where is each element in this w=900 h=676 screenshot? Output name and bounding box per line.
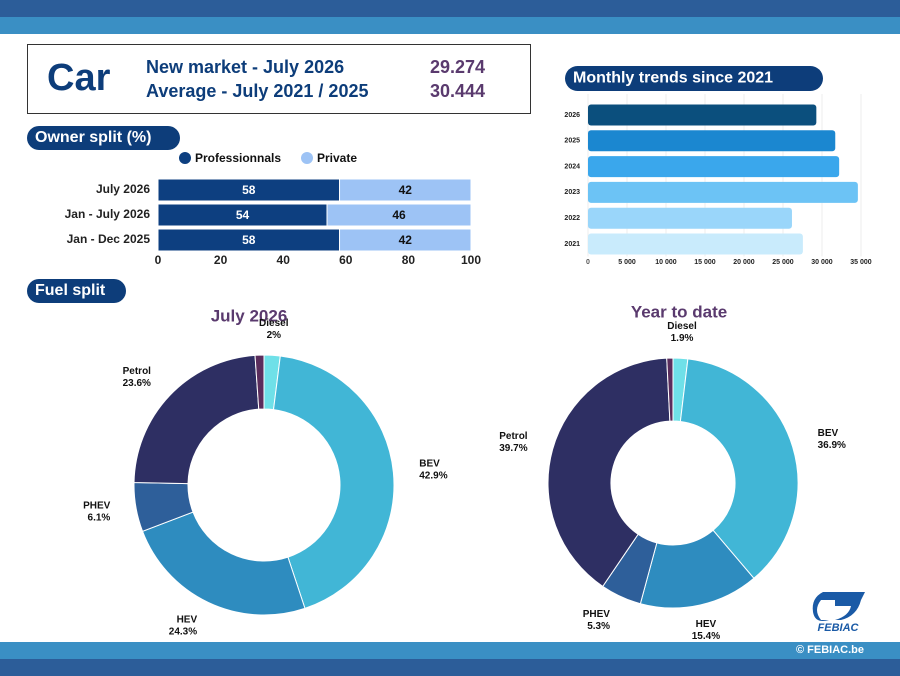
chart-title-pill [27, 126, 180, 150]
donut-slice [272, 355, 395, 610]
data-label: 58 [242, 233, 256, 247]
bottom-band [0, 659, 900, 676]
x-tick-label: 30 000 [811, 259, 833, 266]
x-tick-label: 20 [214, 253, 228, 267]
y-tick-label: 2021 [564, 241, 580, 248]
section-pill [27, 279, 126, 303]
x-tick-label: 10 000 [655, 259, 677, 266]
copyright: © FEBIAC.be [796, 644, 864, 656]
slice-value: 5.3% [587, 621, 610, 632]
bar [588, 233, 803, 255]
chart-title: Owner split (%) [35, 129, 151, 146]
y-tick-label: 2022 [564, 215, 580, 222]
bar [588, 207, 792, 229]
legend-label: Private [317, 151, 357, 165]
bar-segment [326, 203, 472, 227]
donut-slice [133, 354, 260, 485]
x-tick-label: 15 000 [694, 259, 716, 266]
y-tick-label: 2024 [564, 163, 580, 170]
data-label: 42 [399, 233, 413, 247]
slice-value: 15.4% [692, 631, 720, 642]
header-title: Car [47, 57, 111, 99]
legend-swatch [301, 152, 313, 164]
x-tick-label: 40 [277, 253, 291, 267]
chart-title-pill [565, 66, 823, 91]
slice-label: HEV [177, 615, 198, 626]
slice-value: 24.3% [169, 627, 197, 638]
header-box [27, 44, 531, 114]
slice-value: 39.7% [499, 443, 527, 454]
bar-segment [339, 178, 472, 202]
slice-value: 42.9% [419, 470, 447, 481]
data-label: 42 [399, 183, 413, 197]
chart-title: Monthly trends since 2021 [573, 70, 773, 87]
chart-title: Year to date [631, 302, 727, 321]
slice-value: 2% [267, 330, 282, 341]
donut-slice [666, 357, 674, 422]
y-tick-label: 2025 [564, 138, 580, 145]
data-label: 46 [392, 208, 406, 222]
y-tick-label: 2026 [564, 112, 580, 119]
legend-swatch [179, 152, 191, 164]
slice-label: HEV [696, 619, 717, 630]
slice-value: 6.1% [88, 512, 111, 523]
slice-value: 36.9% [818, 440, 846, 451]
y-tick-label: Jan - Dec 2025 [67, 232, 151, 246]
x-tick-label: 35 000 [850, 259, 872, 266]
header-value: 29.274 [430, 57, 485, 77]
bar [588, 104, 817, 126]
header-value: 30.444 [430, 81, 485, 101]
slice-label: BEV [419, 458, 440, 469]
data-label: 58 [242, 183, 256, 197]
slice-label: BEV [818, 428, 839, 439]
donut-slice [141, 511, 306, 616]
legend-label: Professionnals [195, 151, 281, 165]
logo-mark [812, 592, 865, 621]
x-tick-label: 25 000 [772, 259, 794, 266]
slice-label: Diesel [667, 321, 697, 332]
x-tick-label: 0 [155, 253, 162, 267]
x-tick-label: 0 [586, 259, 590, 266]
x-tick-label: 60 [339, 253, 353, 267]
donut-slice [254, 354, 265, 410]
x-tick-label: 5 000 [618, 259, 636, 266]
bottom-band-light [0, 642, 900, 659]
slice-label: Diesel [259, 318, 289, 329]
data-label: 54 [236, 208, 250, 222]
x-tick-label: 100 [461, 253, 481, 267]
slice-label: Petrol [123, 366, 152, 377]
x-tick-label: 80 [402, 253, 416, 267]
y-tick-label: 2023 [564, 189, 580, 196]
slice-value: 23.6% [123, 378, 151, 389]
y-tick-label: July 2026 [96, 182, 150, 196]
donut-slice [679, 358, 799, 580]
slice-value: 1.9% [671, 333, 694, 344]
bar [588, 156, 840, 178]
bar-segment [339, 228, 472, 252]
x-tick-label: 20 000 [733, 259, 755, 266]
slice-label: PHEV [583, 609, 611, 620]
slice-label: Petrol [499, 431, 528, 442]
section-title: Fuel split [35, 282, 106, 299]
y-tick-label: Jan - July 2026 [65, 207, 151, 221]
donut-slice [547, 357, 671, 588]
top-band-light [0, 17, 900, 34]
top-band [0, 0, 900, 17]
bar [588, 130, 836, 152]
logo-text: FEBIAC [818, 622, 860, 634]
header-label: New market - July 2026 [146, 57, 344, 77]
chart-title: July 2026 [211, 306, 288, 325]
bar [588, 181, 858, 203]
header-label: Average - July 2021 / 2025 [146, 81, 368, 101]
slice-label: PHEV [83, 500, 111, 511]
